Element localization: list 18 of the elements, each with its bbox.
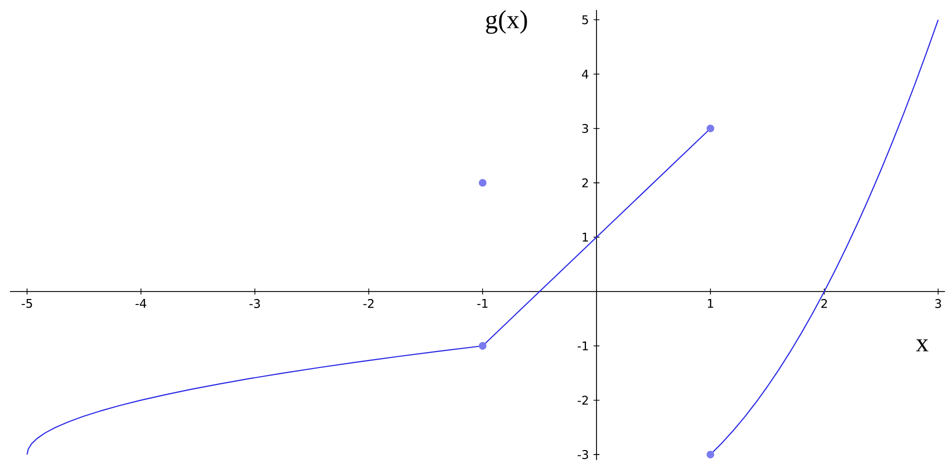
x-tick-label: 2 bbox=[821, 299, 827, 308]
y-tick-label: 1 bbox=[582, 232, 588, 242]
y-tick-label: 2 bbox=[582, 178, 588, 188]
x-tick-label: 1 bbox=[708, 299, 714, 308]
y-tick-label: 4 bbox=[582, 70, 588, 78]
x-tick-label: -1 bbox=[477, 299, 488, 308]
x-tick-label: -5 bbox=[22, 299, 32, 308]
y-axis-title: g(x) bbox=[486, 10, 527, 34]
x-tick-label: -3 bbox=[249, 299, 260, 308]
x-tick-label: -4 bbox=[136, 299, 146, 308]
y-tick-label: -3 bbox=[578, 450, 588, 460]
x-axis-title: x bbox=[916, 339, 928, 352]
y-tick-label: 5 bbox=[582, 15, 588, 24]
y-tick-label: -1 bbox=[578, 342, 588, 350]
y-tick-label: -2 bbox=[578, 396, 588, 405]
y-tick-label: 3 bbox=[582, 124, 588, 133]
x-tick-label: -2 bbox=[363, 299, 374, 308]
x-tick-label: 3 bbox=[935, 299, 942, 308]
